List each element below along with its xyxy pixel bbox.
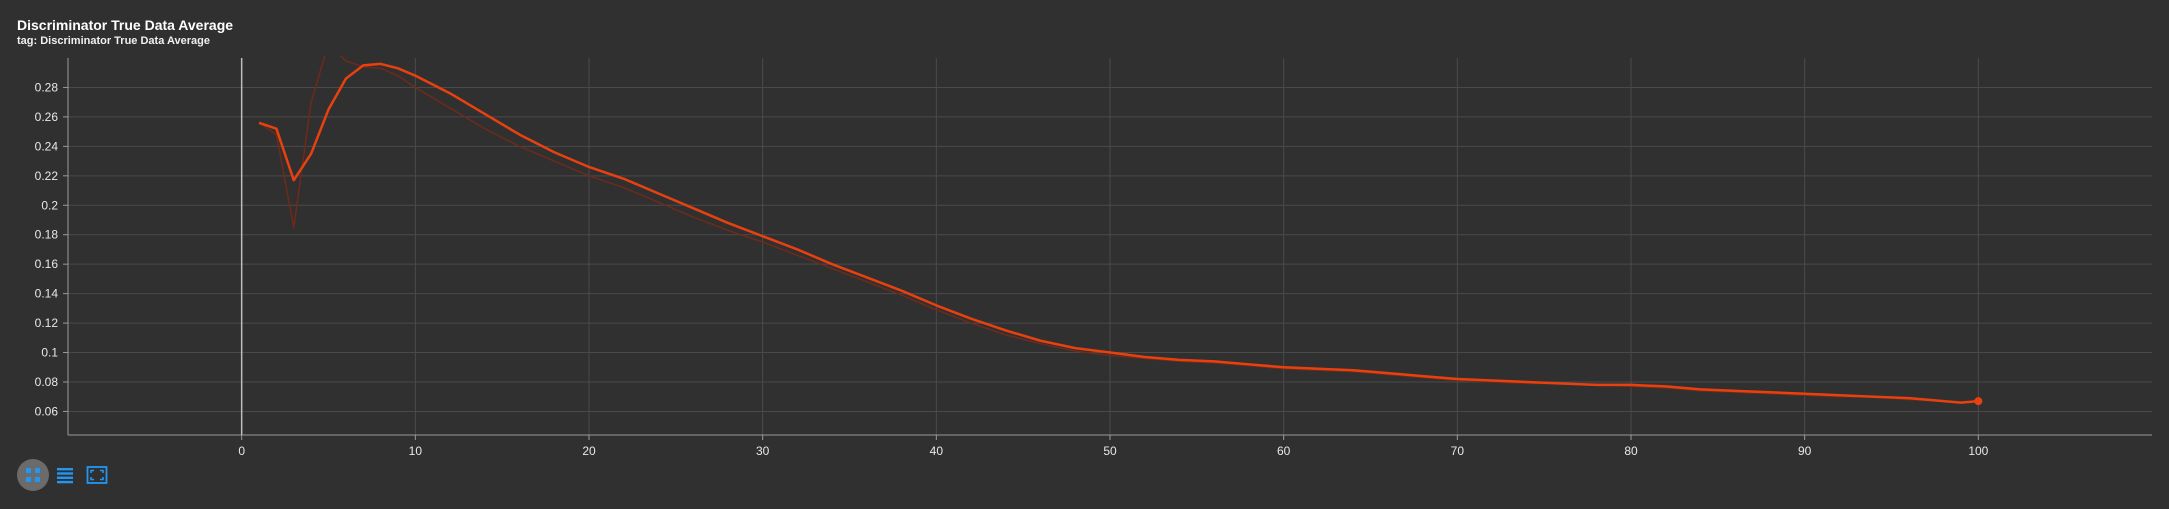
series-lines	[258, 56, 1983, 406]
chart-toolbar	[17, 458, 113, 492]
y-tick-label: 0.28	[35, 80, 59, 94]
grid-lines	[68, 58, 2152, 435]
x-tick-label: 80	[1624, 444, 1638, 458]
x-tick-label: 40	[930, 444, 944, 458]
axes	[63, 58, 2152, 440]
y-tick-labels: 0.06 0.08 0.1 0.12 0.14 0.16 0.18 0.2 0.22 0.24 0.…	[35, 80, 59, 418]
x-tick-label: 70	[1451, 444, 1465, 458]
data-table-icon	[57, 468, 73, 484]
fit-domain-button[interactable]	[17, 459, 49, 491]
y-tick-label: 0.24	[35, 139, 59, 153]
y-tick-label: 0.2	[41, 198, 58, 212]
x-tick-label: 20	[582, 444, 596, 458]
x-tick-label: 0	[238, 444, 245, 458]
x-tick-label: 90	[1798, 444, 1812, 458]
x-tick-label: 50	[1103, 444, 1117, 458]
series-end-point	[1974, 397, 1983, 406]
y-tick-label: 0.18	[35, 228, 59, 242]
expand-button[interactable]	[81, 459, 113, 491]
x-tick-labels: 0 10 20 30 40 50 60 70 80 90 100	[238, 444, 1988, 458]
smoothed-series-line	[258, 62, 1979, 404]
chart-title: Discriminator True Data Average	[17, 17, 234, 33]
expand-icon	[86, 466, 108, 484]
data-table-button[interactable]	[49, 459, 81, 491]
x-tick-label: 60	[1277, 444, 1291, 458]
x-tick-label: 30	[756, 444, 770, 458]
raw-series-line	[258, 56, 1979, 404]
x-tick-label: 10	[409, 444, 423, 458]
y-tick-label: 0.08	[35, 375, 59, 389]
y-tick-label: 0.16	[35, 257, 59, 271]
y-tick-label: 0.1	[41, 346, 58, 360]
y-tick-label: 0.06	[35, 404, 59, 418]
y-tick-label: 0.22	[35, 169, 59, 183]
x-tick-label: 100	[1968, 444, 1988, 458]
y-tick-label: 0.14	[35, 287, 59, 301]
y-tick-label: 0.26	[35, 110, 59, 124]
y-tick-label: 0.12	[35, 316, 59, 330]
chart-tag-subtitle: tag: Discriminator True Data Average	[17, 35, 210, 47]
fit-domain-icon	[26, 468, 40, 482]
